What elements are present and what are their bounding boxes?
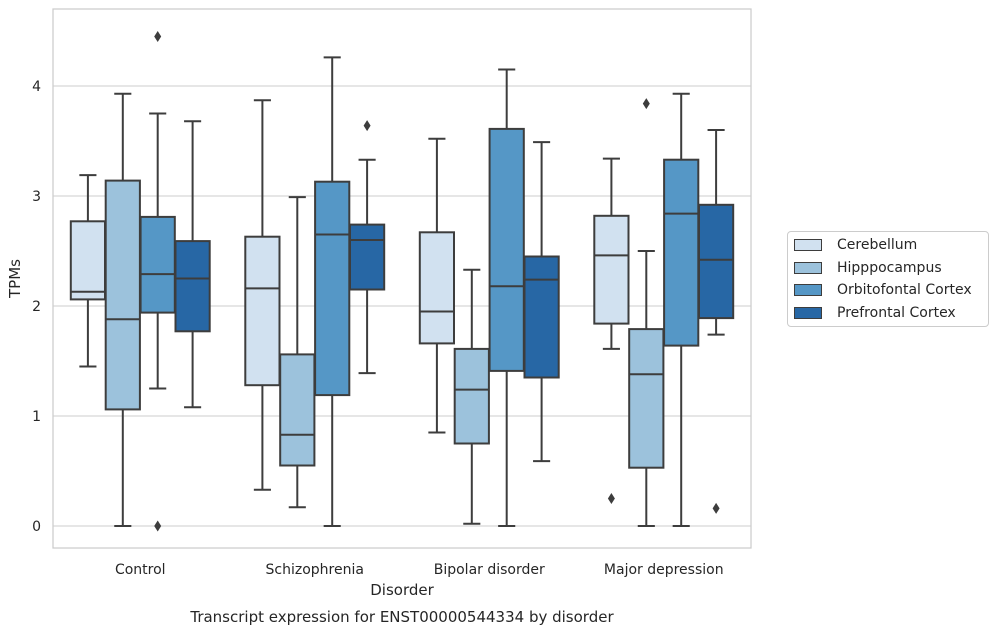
x-tick-label-control: Control <box>115 562 166 578</box>
legend-swatch-orbitofrontal-cortex <box>794 284 822 296</box>
y-tick-label: 0 <box>32 519 41 535</box>
y-tick-label: 2 <box>32 299 41 315</box>
plot-frame <box>52 8 752 549</box>
legend-item-cerebellum: Cerebellum <box>794 235 917 255</box>
box-prefrontal-cortex-schizophrenia <box>348 223 386 291</box>
box-prefrontal-cortex-bipolar-disorder <box>523 255 560 379</box>
box-hipppocampus-bipolar-disorder <box>453 347 490 445</box>
legend-label: Prefrontal Cortex <box>837 305 956 321</box>
legend-item-hippocampus: Hipppocampus <box>794 258 942 278</box>
outlier-point-orbitofontal-cortex-control-0 <box>154 31 162 42</box>
x-tick-label-bipolar-disorder: Bipolar disorder <box>434 562 545 578</box>
legend-label: Hipppocampus <box>837 260 942 276</box>
box-hipppocampus-major-depression <box>628 328 665 469</box>
box-orbitofontal-cortex-major-depression <box>663 158 700 347</box>
box-cerebellum-control <box>69 220 107 301</box>
box-orbitofontal-cortex-schizophrenia <box>314 180 351 397</box>
x-tick-label-schizophrenia: Schizophrenia <box>266 562 364 578</box>
box-cerebellum-schizophrenia <box>244 235 281 387</box>
legend-swatch-cerebellum <box>794 239 822 251</box>
outlier-point-prefrontal-cortex-schizophrenia-0 <box>363 120 371 132</box>
legend: Cerebellum Hipppocampus Orbitofontal Cor… <box>787 231 989 327</box>
outlier-point-cerebellum-major-depression-0 <box>607 493 615 504</box>
y-tick-label: 1 <box>32 409 41 425</box>
legend-item-orbitofrontal-cortex: Orbitofontal Cortex <box>794 280 972 300</box>
x-axis-title: Disorder <box>370 581 434 599</box>
outlier-point-orbitofontal-cortex-control-1 <box>154 520 162 532</box>
outlier-point-prefrontal-cortex-major-depression-0 <box>712 502 720 514</box>
y-tick-label: 3 <box>32 189 41 205</box>
legend-swatch-prefrontal-cortex <box>794 307 822 319</box>
box-cerebellum-bipolar-disorder <box>418 231 456 345</box>
legend-label: Cerebellum <box>837 237 918 253</box>
y-tick-label: 4 <box>32 79 41 95</box>
box-orbitofontal-cortex-bipolar-disorder <box>488 127 525 372</box>
box-cerebellum-major-depression <box>593 214 630 325</box>
outlier-point-hipppocampus-major-depression-0 <box>642 98 650 110</box>
legend-swatch-hippocampus <box>794 262 822 274</box>
box-prefrontal-cortex-control <box>174 240 211 333</box>
box-orbitofontal-cortex-control <box>139 215 176 314</box>
legend-item-prefrontal-cortex: Prefrontal Cortex <box>794 303 956 323</box>
box-hipppocampus-schizophrenia <box>279 353 316 467</box>
legend-label: Orbitofontal Cortex <box>837 282 972 298</box>
box-prefrontal-cortex-major-depression <box>697 203 735 320</box>
x-tick-label-major-depression: Major depression <box>604 562 724 578</box>
box-hipppocampus-control <box>104 179 141 411</box>
chart-title: Transcript expression for ENST0000054433… <box>189 608 614 626</box>
y-axis-title: TPMs <box>6 259 24 299</box>
